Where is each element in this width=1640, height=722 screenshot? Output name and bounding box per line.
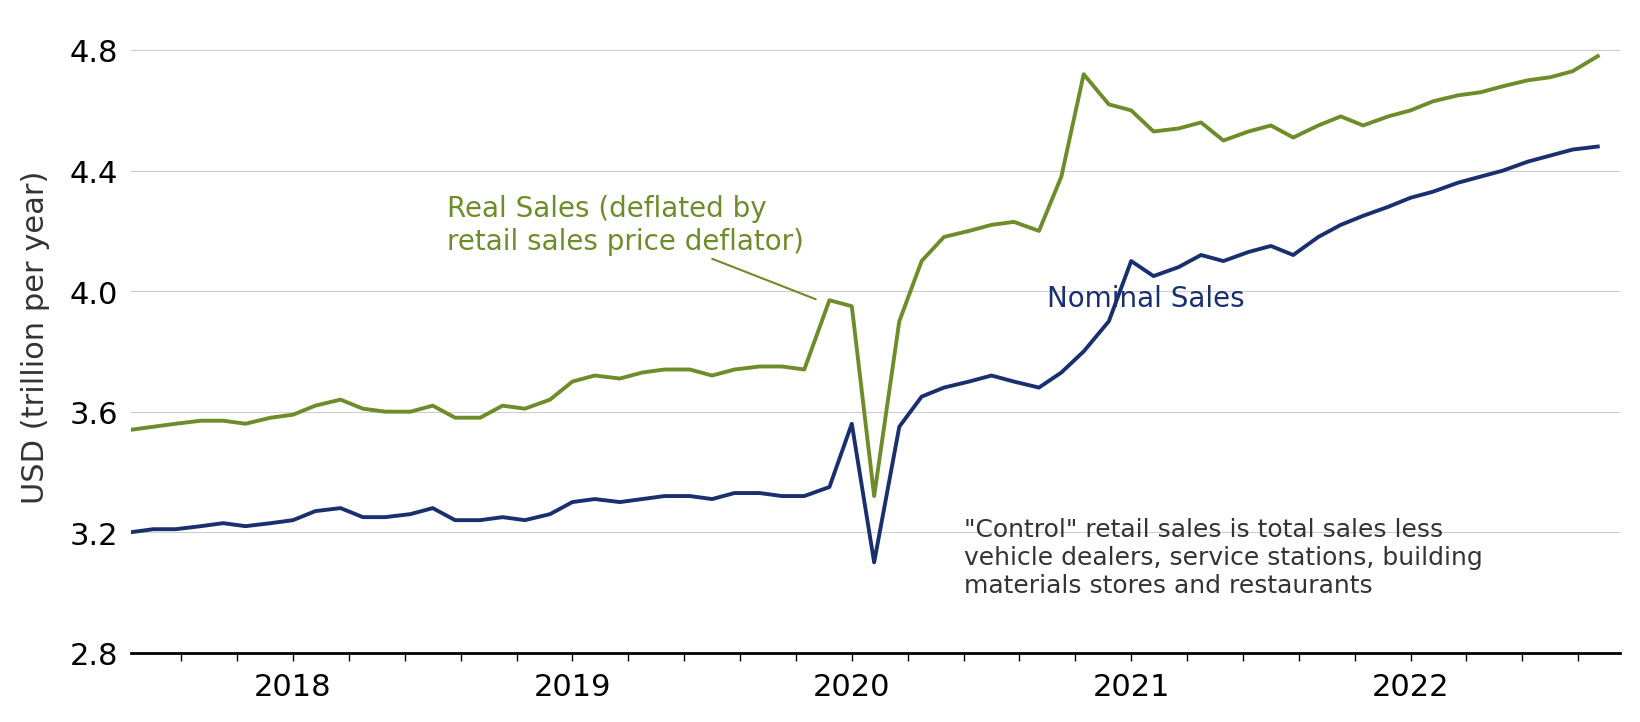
Text: "Control" retail sales is total sales less
vehicle dealers, service stations, bu: "Control" retail sales is total sales le…	[963, 518, 1481, 597]
Y-axis label: USD (trillion per year): USD (trillion per year)	[21, 170, 49, 503]
Text: Nominal Sales: Nominal Sales	[1046, 284, 1245, 313]
Text: Real Sales (deflated by
retail sales price deflator): Real Sales (deflated by retail sales pri…	[446, 195, 815, 300]
